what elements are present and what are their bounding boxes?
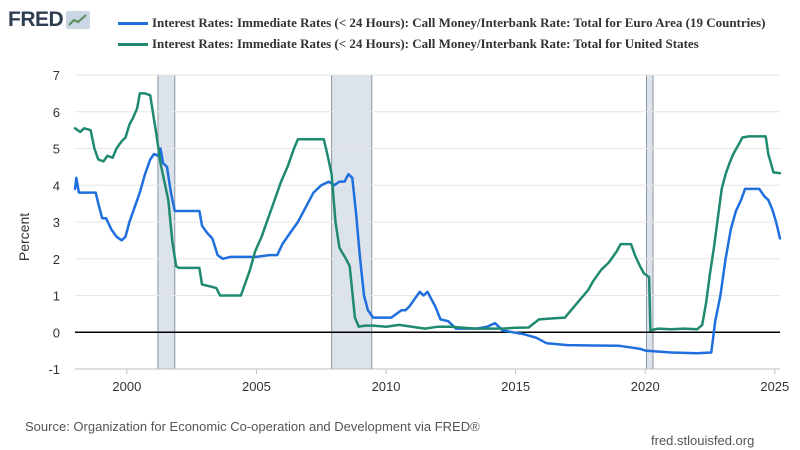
- fred-logo-text: FRED: [8, 8, 64, 31]
- y-tick-label: 5: [53, 142, 60, 157]
- legend-item-united-states[interactable]: Interest Rates: Immediate Rates (< 24 Ho…: [118, 35, 788, 53]
- y-tick-label: 2: [53, 252, 60, 267]
- legend-swatch-united-states: [118, 43, 148, 46]
- source-note: Source: Organization for Economic Co-ope…: [25, 419, 480, 434]
- axes: -1 0 1 2 3 4 5 6 7 2000 2005 2010 2015 2020 2025: [48, 68, 789, 394]
- x-tick-label: 2005: [242, 379, 271, 394]
- legend-swatch-euro-area: [118, 22, 148, 25]
- fred-logo[interactable]: FRED: [8, 8, 91, 31]
- legend-label-united-states: Interest Rates: Immediate Rates (< 24 Ho…: [152, 36, 699, 51]
- y-tick-label: 1: [53, 289, 60, 304]
- chart-legend: Interest Rates: Immediate Rates (< 24 Ho…: [118, 14, 788, 56]
- gridlines: [75, 74, 780, 370]
- legend-label-euro-area: Interest Rates: Immediate Rates (< 24 Ho…: [152, 15, 766, 30]
- trend-chart-icon: [66, 11, 91, 29]
- x-tick-label: 2015: [501, 379, 530, 394]
- y-tick-label: 7: [53, 68, 60, 83]
- y-axis-label: Percent: [16, 213, 32, 261]
- x-tick-label: 2010: [372, 379, 401, 394]
- x-tick-label: 2025: [760, 379, 789, 394]
- y-tick-label: 4: [53, 178, 60, 193]
- y-tick-label: 3: [53, 215, 60, 230]
- x-tick-label: 2020: [631, 379, 660, 394]
- y-tick-label: -1: [48, 362, 60, 377]
- series-line-euro-area[interactable]: [73, 147, 782, 355]
- y-tick-label: 0: [53, 325, 60, 340]
- series-line-united-states[interactable]: [73, 92, 782, 332]
- site-link[interactable]: fred.stlouisfed.org: [651, 433, 755, 448]
- y-tick-label: 6: [53, 105, 60, 120]
- legend-item-euro-area[interactable]: Interest Rates: Immediate Rates (< 24 Ho…: [118, 14, 788, 32]
- data-series: [73, 92, 782, 355]
- x-tick-label: 2000: [112, 379, 141, 394]
